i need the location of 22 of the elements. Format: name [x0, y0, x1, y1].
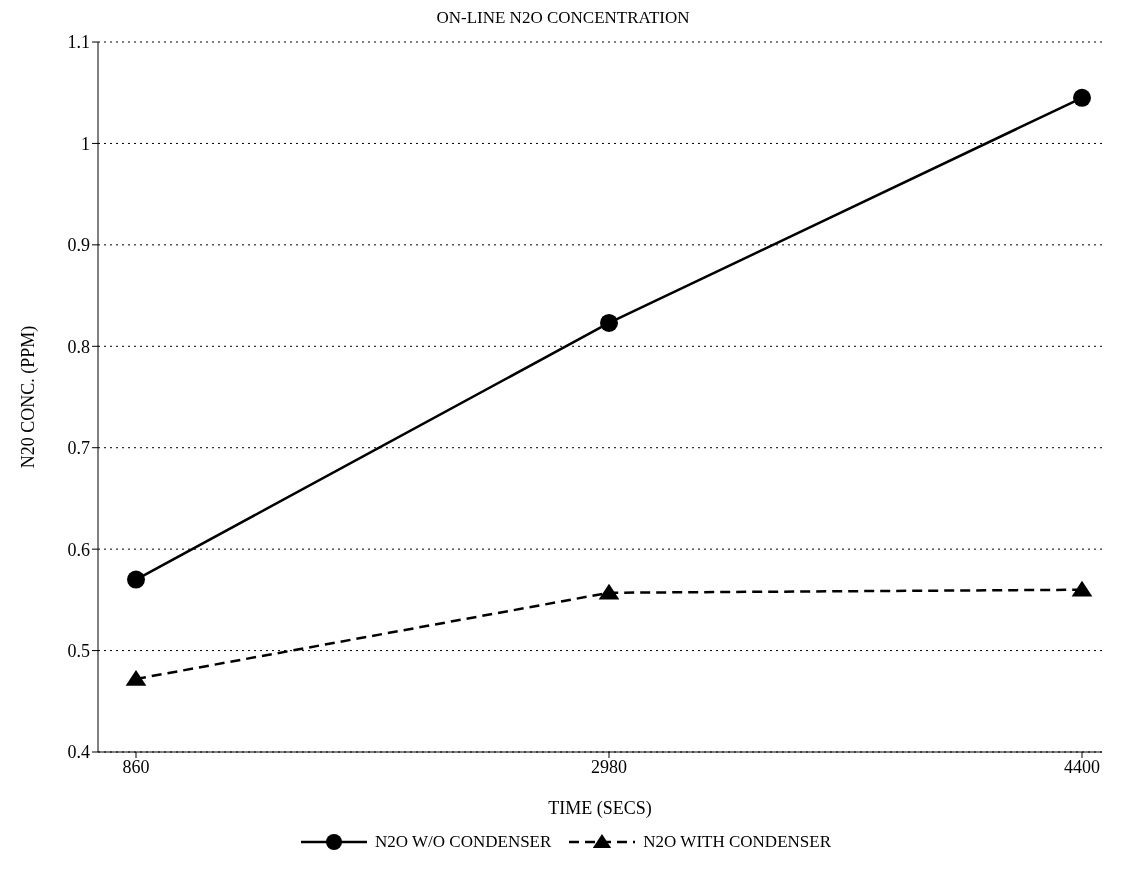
point [125, 669, 147, 686]
point [1073, 88, 1091, 107]
point [1071, 580, 1093, 597]
y-tick-label: 0.9 [67, 235, 90, 256]
point [127, 570, 145, 589]
x-axis-title: TIME (SECS) [548, 798, 652, 819]
legend-label: N2O W/O CONDENSER [375, 832, 552, 852]
y-tick-label: 1 [81, 133, 90, 154]
x-tick-label: 4400 [1064, 756, 1100, 777]
y-tick-label: 0.8 [67, 336, 90, 357]
point [600, 313, 618, 332]
y-tick-label: 0.7 [67, 438, 90, 459]
legend-label: N2O WITH CONDENSER [643, 832, 831, 852]
y-tick-label: 0.4 [67, 742, 90, 763]
y-axis-title: N20 CONC. (PPM) [18, 325, 40, 469]
y-tick-label: 0.5 [67, 640, 90, 661]
x-tick-label: 2980 [591, 756, 627, 777]
chart-title: ON-LINE N2O CONCENTRATION [435, 8, 691, 28]
y-tick-label: 0.6 [67, 539, 90, 560]
point [598, 583, 620, 600]
x-tick-label: 860 [122, 756, 150, 777]
y-tick-label: 1.1 [67, 32, 90, 53]
